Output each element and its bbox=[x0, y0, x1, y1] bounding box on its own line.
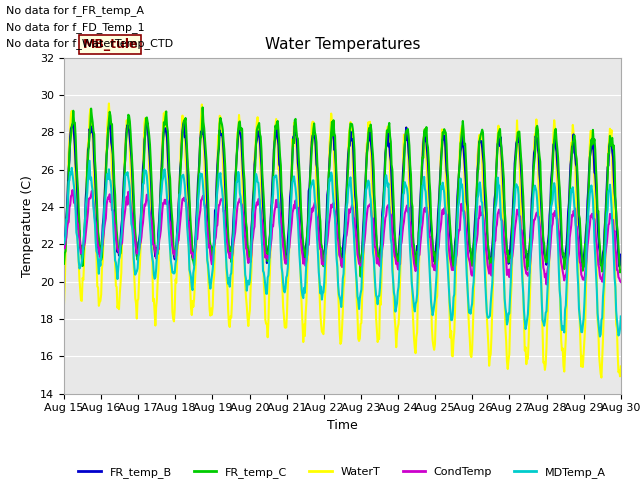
FR_temp_C bbox=[428, 226, 436, 232]
CondTemp bbox=[60, 244, 68, 250]
WaterT bbox=[411, 346, 419, 351]
Text: MB_tule: MB_tule bbox=[83, 38, 138, 51]
FR_temp_B bbox=[214, 151, 222, 157]
CondTemp bbox=[543, 281, 550, 287]
MDTemp_A bbox=[214, 182, 222, 188]
FR_temp_B bbox=[428, 228, 435, 233]
FR_temp_C bbox=[214, 158, 222, 164]
FR_temp_B bbox=[106, 118, 113, 123]
Line: MDTemp_A: MDTemp_A bbox=[64, 161, 621, 336]
FR_temp_B bbox=[411, 256, 419, 262]
FR_temp_C bbox=[70, 120, 78, 125]
FR_temp_B bbox=[70, 132, 78, 137]
CondTemp bbox=[428, 243, 435, 249]
MDTemp_A bbox=[86, 158, 93, 164]
WaterT bbox=[128, 210, 136, 216]
FR_temp_B bbox=[617, 252, 625, 258]
WaterT bbox=[214, 133, 222, 139]
Text: No data for f_FD_Temp_1: No data for f_FD_Temp_1 bbox=[6, 22, 145, 33]
WaterT bbox=[105, 101, 113, 107]
Text: No data for f_FR_temp_A: No data for f_FR_temp_A bbox=[6, 5, 145, 16]
MDTemp_A bbox=[596, 334, 604, 339]
FR_temp_C bbox=[127, 145, 135, 151]
MDTemp_A bbox=[60, 241, 68, 247]
FR_temp_C bbox=[617, 267, 625, 273]
Line: WaterT: WaterT bbox=[64, 104, 621, 378]
FR_temp_C bbox=[184, 163, 192, 169]
MDTemp_A bbox=[428, 299, 435, 305]
CondTemp bbox=[71, 199, 79, 205]
WaterT bbox=[617, 363, 625, 369]
Line: FR_temp_B: FR_temp_B bbox=[64, 120, 621, 266]
MDTemp_A bbox=[411, 309, 419, 314]
FR_temp_B bbox=[185, 193, 193, 199]
WaterT bbox=[70, 140, 78, 145]
FR_temp_C bbox=[199, 105, 207, 110]
FR_temp_B bbox=[579, 264, 587, 269]
WaterT bbox=[185, 241, 193, 247]
MDTemp_A bbox=[185, 245, 193, 251]
FR_temp_C bbox=[412, 254, 419, 260]
FR_temp_B bbox=[128, 169, 136, 175]
Y-axis label: Temperature (C): Temperature (C) bbox=[22, 175, 35, 276]
FR_temp_C bbox=[356, 274, 364, 279]
Title: Water Temperatures: Water Temperatures bbox=[265, 37, 420, 52]
Line: FR_temp_C: FR_temp_C bbox=[64, 108, 621, 276]
WaterT bbox=[60, 301, 68, 307]
X-axis label: Time: Time bbox=[327, 419, 358, 432]
MDTemp_A bbox=[128, 225, 136, 230]
CondTemp bbox=[214, 211, 222, 216]
CondTemp bbox=[617, 279, 625, 285]
FR_temp_C bbox=[60, 261, 68, 267]
Line: CondTemp: CondTemp bbox=[64, 190, 621, 284]
WaterT bbox=[598, 375, 605, 381]
WaterT bbox=[428, 290, 435, 296]
Legend: FR_temp_B, FR_temp_C, WaterT, CondTemp, MDTemp_A: FR_temp_B, FR_temp_C, WaterT, CondTemp, … bbox=[74, 462, 611, 480]
MDTemp_A bbox=[70, 184, 78, 190]
CondTemp bbox=[185, 219, 193, 225]
CondTemp bbox=[68, 187, 76, 193]
MDTemp_A bbox=[617, 313, 625, 319]
CondTemp bbox=[411, 264, 419, 270]
FR_temp_B bbox=[60, 241, 68, 247]
Text: No data for f_WaterTemp_CTD: No data for f_WaterTemp_CTD bbox=[6, 38, 173, 49]
CondTemp bbox=[128, 212, 136, 218]
